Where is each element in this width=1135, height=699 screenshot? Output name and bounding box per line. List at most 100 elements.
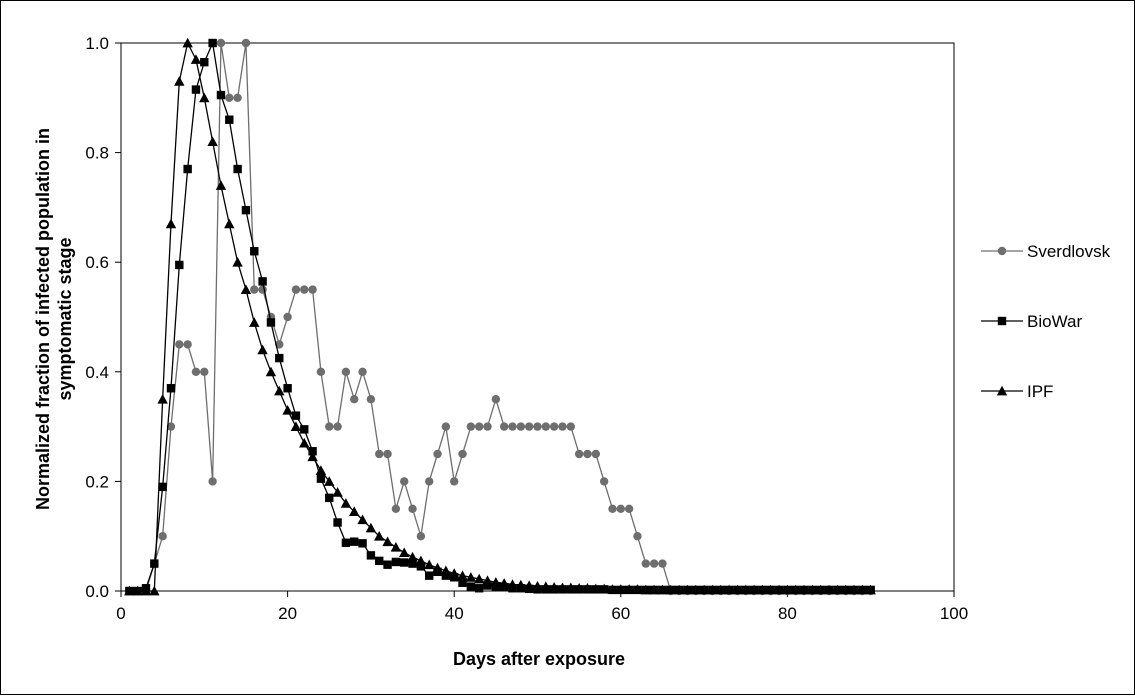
y-tick-label: 0.8 (85, 144, 109, 163)
ipf-point (623, 584, 635, 594)
sverdlovsk-point (499, 422, 509, 431)
biowar-point (200, 57, 209, 67)
ipf-point (573, 583, 585, 593)
ipf-point (215, 180, 227, 190)
biowar-point (166, 384, 176, 393)
sverdlovsk-point (341, 367, 351, 376)
sverdlovsk-point (508, 422, 517, 431)
ipf-point (274, 385, 285, 396)
y-tick-label: 0.2 (85, 472, 109, 491)
sverdlovsk-point (541, 422, 551, 431)
sverdlovsk-point (466, 422, 476, 431)
y-tick-label: 0.4 (85, 363, 109, 382)
ipf-point (424, 559, 435, 570)
sverdlovsk-point (583, 449, 592, 459)
ipf-point (598, 583, 610, 594)
biowar-point (241, 205, 251, 215)
sverdlovsk-point (375, 449, 384, 459)
sverdlovsk-point (416, 532, 426, 541)
ipf-point (249, 317, 260, 327)
sverdlovsk-point (166, 422, 176, 431)
ipf-point (523, 580, 535, 590)
sverdlovsk-point (225, 93, 234, 103)
biowar-point (191, 85, 201, 94)
series-sverdlovsk (125, 38, 875, 596)
biowar-point (458, 578, 467, 587)
y-axis-ticks: 0.0 0.2 0.4 0.6 0.8 1.0 (85, 34, 121, 601)
ipf-point (324, 476, 335, 486)
biowar-point (258, 277, 267, 286)
series-line-sverdlovsk (129, 42, 871, 592)
sverdlovsk-point (291, 285, 301, 294)
sverdlovsk-point (391, 504, 401, 513)
legend-item-ipf: IPF (981, 382, 1053, 401)
biowar-point (208, 38, 217, 48)
ipf-point (357, 514, 368, 525)
sverdlovsk-point (474, 422, 484, 431)
sverdlovsk-point (400, 477, 409, 486)
biowar-point (341, 538, 351, 547)
ipf-point (282, 404, 293, 415)
biowar-point (266, 318, 276, 327)
ipf-point (848, 584, 860, 595)
sverdlovsk-point (283, 312, 292, 322)
series-line-biowar (129, 40, 871, 592)
ipf-point (149, 585, 160, 596)
sverdlovsk-point (333, 422, 342, 431)
biowar-point (358, 539, 367, 548)
ipf-point (415, 555, 427, 566)
biowar-point (308, 447, 317, 456)
x-tick-label: 80 (778, 604, 797, 623)
ipf-point (857, 584, 868, 595)
sverdlovsk-point (658, 559, 667, 568)
ipf-point (815, 584, 826, 595)
biowar-point (300, 425, 309, 434)
biowar-point (283, 384, 292, 393)
sverdlovsk-point (175, 340, 184, 349)
biowar-point (291, 411, 301, 420)
sverdlovsk-point (516, 422, 526, 431)
ipf-point (607, 584, 618, 594)
sverdlovsk-point (216, 38, 226, 48)
legend: Sverdlovsk BioWar IPF (981, 242, 1111, 401)
ipf-point (690, 584, 701, 595)
ipf-point (190, 54, 202, 64)
sverdlovsk-point (433, 449, 442, 459)
plot-area (120, 42, 955, 592)
ipf-point (465, 572, 477, 582)
series-biowar (125, 38, 875, 596)
ipf-point (565, 582, 577, 593)
ipf-point (507, 579, 518, 589)
sverdlovsk-point (558, 422, 567, 431)
ipf-point (390, 541, 402, 552)
sverdlovsk-point (191, 367, 201, 376)
ipf-point (473, 573, 485, 584)
ipf-point (132, 585, 143, 596)
ipf-point (407, 551, 418, 562)
ipf-point (165, 218, 177, 229)
sverdlovsk-point (316, 367, 326, 376)
sverdlovsk-point (624, 504, 634, 513)
ipf-point (532, 580, 543, 591)
sverdlovsk-point (158, 532, 167, 541)
sverdlovsk-point (183, 340, 192, 349)
sverdlovsk-point (649, 559, 659, 568)
ipf-point (340, 498, 352, 508)
ipf-point (307, 451, 318, 462)
sverdlovsk-point (450, 477, 459, 486)
sverdlovsk-point (608, 504, 617, 513)
ipf-point (182, 37, 193, 48)
ipf-point (765, 584, 776, 595)
sverdlovsk-point (441, 422, 451, 431)
legend-ipf-point (996, 385, 1008, 396)
sverdlovsk-point (308, 285, 317, 294)
legend-biowar-point (997, 316, 1007, 326)
y-tick-label: 1.0 (85, 34, 109, 53)
ipf-point (673, 584, 685, 595)
series-ipf (124, 37, 876, 596)
biowar-point (183, 164, 192, 174)
x-tick-label: 20 (278, 604, 297, 623)
ipf-point (548, 581, 560, 592)
ipf-point (124, 585, 135, 596)
